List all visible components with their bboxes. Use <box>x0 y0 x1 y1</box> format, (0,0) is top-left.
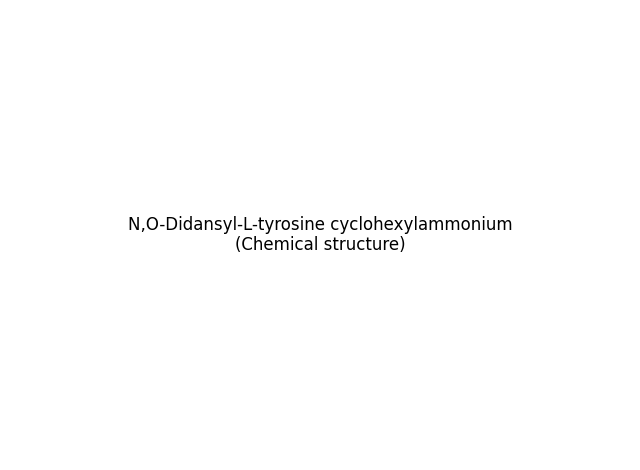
Text: N,O-Didansyl-L-tyrosine cyclohexylammonium
(Chemical structure): N,O-Didansyl-L-tyrosine cyclohexylammoni… <box>128 216 512 254</box>
